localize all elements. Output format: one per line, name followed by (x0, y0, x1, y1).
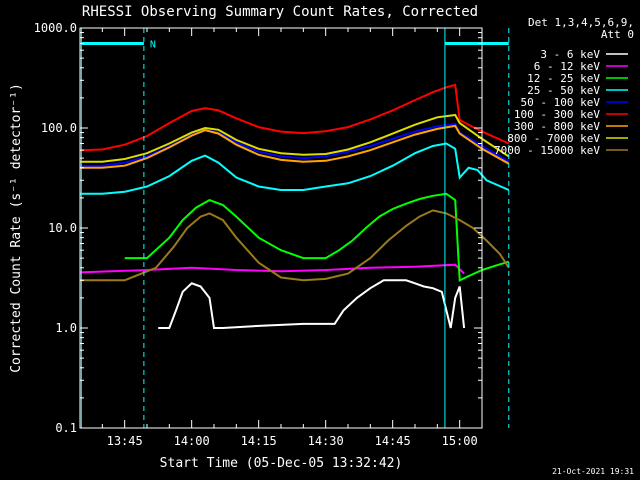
x-tick-label-1: 14:00 (174, 434, 210, 448)
x-axis-label: Start Time (05-Dec-05 13:32:42) (160, 456, 403, 471)
series-line-4 (80, 122, 510, 167)
series-line-8 (80, 209, 510, 282)
footer-date: 21-Oct-2021 19:31 (552, 467, 634, 476)
y-tick-label-0: 0.1 (55, 421, 77, 435)
legend-label-4: 50 - 100 keV (521, 96, 601, 109)
x-tick-label-4: 14:45 (375, 434, 411, 448)
detector-info-line-2: Att 0 (601, 28, 634, 41)
legend-label-8: 7000 - 15000 keV (494, 144, 600, 157)
chart-title: RHESSI Observing Summary Count Rates, Co… (82, 4, 478, 20)
x-tick-label-3: 14:30 (308, 434, 344, 448)
series-line-2 (124, 192, 510, 282)
y-tick-label-3: 100.0 (41, 121, 77, 135)
x-tick-label-2: 14:15 (241, 434, 277, 448)
series-line-3 (80, 142, 510, 195)
series-layer (79, 83, 510, 329)
y-tick-label-4: 1000.0 (34, 21, 77, 35)
legend-label-2: 12 - 25 keV (527, 72, 600, 85)
x-tick-label-0: 13:45 (107, 434, 143, 448)
y-tick-label-1: 1.0 (55, 321, 77, 335)
series-line-0 (158, 279, 466, 329)
series-line-1 (79, 263, 465, 275)
series-line-7 (80, 113, 510, 163)
legend-label-1: 6 - 12 keV (534, 60, 601, 73)
x-tick-label-5: 15:00 (442, 434, 478, 448)
detector-info-line-1: Det 1,3,4,5,6,9, (528, 16, 634, 29)
legend-label-3: 25 - 50 keV (527, 84, 600, 97)
marker-layer: N (80, 28, 510, 428)
series-line-5 (79, 83, 510, 152)
legend-label-7: 800 - 7000 keV (507, 132, 600, 145)
legend-label-5: 100 - 300 keV (514, 108, 600, 121)
legend-label-6: 300 - 800 keV (514, 120, 600, 133)
night-marker: N (150, 39, 156, 50)
axis-layer: 0.1 1.0 10.0 100.0 1000.0 13:45 14:00 14:15 14:3… (34, 21, 483, 448)
y-axis-label: Corrected Count Rate (s⁻¹ detector⁻¹) (9, 83, 24, 373)
plot-frame (79, 27, 483, 429)
series-line-6 (80, 124, 510, 169)
legend-label-0: 3 - 6 keV (540, 48, 600, 61)
y-tick-label-2: 10.0 (48, 221, 77, 235)
